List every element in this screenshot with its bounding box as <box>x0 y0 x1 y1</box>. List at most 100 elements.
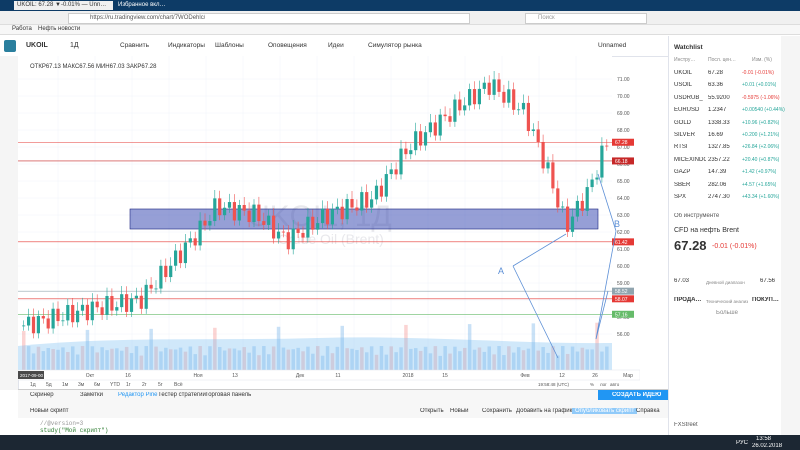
volume-bar <box>546 352 550 370</box>
candle <box>169 265 173 278</box>
watch-symbol[interactable]: USOIL <box>674 82 693 89</box>
more-button[interactable]: Больше <box>716 310 738 316</box>
toolbar-button[interactable]: Оповещения <box>268 42 307 49</box>
volume-bar <box>129 353 134 370</box>
watch-symbol[interactable]: EURUSD <box>674 107 700 114</box>
volume-bar <box>516 347 521 370</box>
volume-bar <box>193 354 197 370</box>
watch-price: 1338.33 <box>708 119 730 126</box>
watch-symbol[interactable]: SPX <box>674 194 687 200</box>
panel-tab[interactable]: Тестер стратегий <box>158 392 206 398</box>
price-tick: 70.00 <box>617 94 630 100</box>
candle <box>517 109 521 111</box>
candle <box>379 185 383 197</box>
watch-change: +1.42 (+0.97%) <box>742 169 777 176</box>
panel-tab[interactable]: Редактор Pine <box>118 392 158 398</box>
candle <box>468 89 472 106</box>
watchlist-panel <box>668 36 781 435</box>
editor-action[interactable]: Добавить на график <box>516 408 573 414</box>
volume-bar <box>296 347 300 370</box>
url-field[interactable] <box>68 13 470 24</box>
volume-bar <box>252 346 256 370</box>
volume-bar <box>247 352 251 370</box>
candle <box>355 207 359 211</box>
volume-bar <box>418 350 423 370</box>
editor-action[interactable]: Справка <box>636 408 660 414</box>
clock-date: 26.02.2018 <box>752 443 783 449</box>
candle <box>507 89 511 103</box>
buy-button[interactable]: ПОКУП… <box>752 297 779 303</box>
editor-action[interactable]: Опубликовать скрипт <box>572 408 638 414</box>
volume-bar <box>570 346 575 370</box>
interval[interactable]: 1Д <box>70 42 79 49</box>
candle <box>438 114 442 136</box>
candle <box>360 192 364 211</box>
bookmark[interactable]: Работа <box>12 26 32 32</box>
candle <box>281 231 285 233</box>
right-icon-bar <box>780 36 800 435</box>
toolbar-button[interactable]: Индикаторы <box>168 42 205 49</box>
candle <box>458 99 462 111</box>
candle <box>149 284 153 289</box>
watch-symbol[interactable]: UKOIL <box>674 70 693 76</box>
watch-symbol[interactable]: RTSI <box>674 144 688 151</box>
watch-symbol[interactable]: USDRUB_ <box>674 94 703 101</box>
panel-tab[interactable]: Заметки <box>80 392 103 398</box>
watch-price: 2357.22 <box>708 156 730 163</box>
bookmark[interactable]: Нефть новости <box>38 26 81 32</box>
volume-bar <box>183 351 188 370</box>
candle <box>27 316 31 326</box>
candle <box>66 304 70 321</box>
watch-symbol[interactable]: MICEXINDC <box>674 156 706 163</box>
candle <box>227 202 232 208</box>
candle <box>561 206 565 208</box>
watch-symbol[interactable]: SBER <box>674 181 691 188</box>
toolbar-button[interactable]: Шаблоны <box>215 42 244 49</box>
candle <box>487 82 491 95</box>
editor-action[interactable]: Открыть <box>420 408 444 414</box>
time-tick: 13 <box>232 373 238 379</box>
candle <box>575 200 579 217</box>
toolbar-button[interactable]: Симулятор рынка <box>368 42 422 49</box>
volume-bar <box>286 349 291 370</box>
watch-symbol[interactable]: GAZP <box>674 169 691 176</box>
create-idea-label[interactable]: СОЗДАТЬ ИДЕЮ <box>612 392 662 398</box>
volume-bar <box>580 347 585 370</box>
editor-action[interactable]: Сохранить <box>482 408 512 414</box>
volume-bar <box>154 346 158 370</box>
toolbar-button[interactable]: Идеи <box>328 42 344 49</box>
panel-tab[interactable]: Скринер <box>30 392 54 398</box>
range-button: 1г <box>126 382 131 388</box>
tab[interactable]: UKOIL: 67.28 ▼-0.01% — Unn… <box>14 1 113 10</box>
create-idea-button[interactable] <box>598 390 668 400</box>
watch-change: -0.01 (-0.01%) <box>742 70 774 76</box>
volume-bar <box>173 349 178 370</box>
watch-symbol[interactable]: GOLD <box>674 119 692 126</box>
candle <box>521 102 526 110</box>
sell-button[interactable]: ПРОДА… <box>674 297 702 303</box>
candle <box>213 198 217 222</box>
candle <box>144 284 148 309</box>
price-label: 66.18 <box>615 159 628 165</box>
volume-bar <box>443 346 447 370</box>
candle <box>174 250 178 266</box>
volume-bar <box>423 346 428 370</box>
volume-bar <box>115 348 119 370</box>
search-field[interactable] <box>525 13 647 24</box>
toolbar-button[interactable]: Сравнить <box>120 42 149 49</box>
candle <box>218 198 222 216</box>
tab[interactable]: Избранное вкл… <box>118 2 166 8</box>
watch-change: +43.34 (+1.60%) <box>742 194 780 200</box>
volume-bar <box>26 346 31 370</box>
layout-name[interactable]: Unnamed <box>598 42 627 49</box>
editor-action[interactable]: Новый <box>450 408 469 414</box>
symbol[interactable]: UKOIL <box>26 42 48 49</box>
left-toolbar <box>0 56 19 390</box>
chart-area: 71.00 70.00 69.00 68.00 67.00 66.00 65.00 64.00… <box>18 56 640 388</box>
annotation: B <box>614 219 620 229</box>
price-label: 57.16 <box>615 312 628 318</box>
panel-tab[interactable]: Торговая панель <box>205 392 252 398</box>
watch-symbol[interactable]: SILVER <box>674 132 695 138</box>
candle <box>31 316 36 334</box>
volume-bar <box>139 355 144 370</box>
